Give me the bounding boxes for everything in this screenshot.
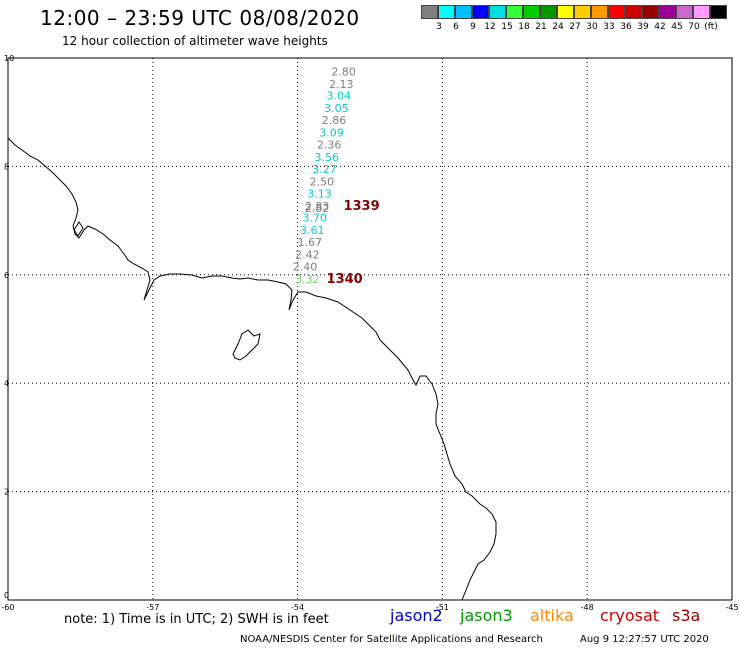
- wave-height-value: 3.61: [300, 224, 325, 237]
- lat-tick-label: 0: [4, 591, 9, 600]
- scale-swatch: [455, 5, 472, 19]
- scale-swatch: [710, 5, 727, 19]
- scale-swatch: [642, 5, 659, 19]
- river-mouth-coastline: [73, 221, 84, 237]
- lat-tick-label: 8: [4, 162, 9, 171]
- credit-text: NOAA/NESDIS Center for Satellite Applica…: [240, 634, 543, 645]
- wave-height-value: 2.83: [305, 200, 330, 213]
- scale-tick-label: 3: [436, 22, 442, 32]
- lat-tick-label: 4: [4, 379, 9, 388]
- lat-tick-label: 6: [4, 271, 9, 280]
- scale-swatch: [574, 5, 591, 19]
- legend-item-cryosat: cryosat: [600, 606, 660, 625]
- legend-item-altika: altika: [530, 606, 574, 625]
- scale-swatch: [489, 5, 506, 19]
- lat-tick-label: 2: [4, 488, 9, 497]
- scale-tick-label: 70: [688, 22, 700, 32]
- wave-height-value: 2.80: [331, 65, 356, 78]
- wave-height-labels: 2.802.133.043.052.863.092.363.563.272.50…: [293, 65, 380, 287]
- lon-tick-label: -45: [725, 603, 738, 612]
- scale-swatch: [693, 5, 710, 19]
- map-axis-ticks: -60 -57 -54 -51 -48 -45 10 8 6 4 2 0: [1, 54, 738, 612]
- map-title: 12:00 – 23:59 UTC 08/08/2020: [40, 6, 360, 30]
- scale-swatch: [472, 5, 489, 19]
- wave-height-value: 1.67: [298, 236, 323, 249]
- scale-swatch: [591, 5, 608, 19]
- scale-tick-label: 6: [453, 22, 459, 32]
- scale-tick-label: 45: [671, 22, 683, 32]
- lat-tick-label: 10: [4, 54, 14, 63]
- scale-swatch: [625, 5, 642, 19]
- wave-height-value: 2.42: [295, 249, 320, 262]
- scale-swatch: [421, 5, 438, 19]
- scale-tick-label: 21: [535, 22, 547, 32]
- wave-height-value: 2.36: [317, 139, 342, 152]
- lon-tick-label: -51: [436, 603, 449, 612]
- scale-swatch: [540, 5, 557, 19]
- scale-swatch: [523, 5, 540, 19]
- scale-tick-label: 33: [603, 22, 615, 32]
- scale-tick-label: 15: [501, 22, 513, 32]
- scale-swatch: [659, 5, 676, 19]
- scale-swatch: [608, 5, 625, 19]
- scale-tick-label: 42: [654, 22, 666, 32]
- scale-swatch: [676, 5, 693, 19]
- wave-height-value: 3.04: [327, 90, 352, 103]
- pass-time-label: 1339: [343, 199, 379, 214]
- legend-item-jason3: jason3: [460, 606, 513, 625]
- scale-tick-label: 39: [637, 22, 649, 32]
- scale-swatch: [557, 5, 574, 19]
- scale-tick-label: (ft): [704, 22, 718, 32]
- map-grid: [8, 58, 732, 600]
- lon-tick-label: -54: [291, 603, 304, 612]
- coastline: [7, 137, 497, 601]
- map-subtitle: 12 hour collection of altimeter wave hei…: [62, 34, 328, 48]
- wave-height-value: 3.70: [302, 212, 327, 225]
- pass-time-label: 1340: [327, 272, 363, 287]
- note-text: note: 1) Time is in UTC; 2) SWH is in fe…: [64, 612, 329, 627]
- wave-height-value: 2.13: [329, 78, 354, 91]
- credit-timestamp: Aug 9 12:27:57 UTC 2020: [580, 634, 709, 645]
- wave-height-value: 2.86: [322, 114, 347, 127]
- scale-tick-label: 9: [470, 22, 476, 32]
- legend-item-s3a: s3a: [672, 606, 701, 625]
- wave-height-value: 2.50: [310, 175, 335, 188]
- wave-height-value: 3.05: [324, 102, 349, 115]
- wave-height-value: 2.82: [305, 202, 330, 215]
- wave-height-value: 3.09: [319, 127, 344, 140]
- scale-tick-label: 24: [552, 22, 564, 32]
- island-coastline: [232, 329, 261, 361]
- scale-swatch: [438, 5, 455, 19]
- lon-tick-label: -48: [581, 603, 594, 612]
- wave-height-color-scale: 3 6 9 12 15 18 21 24 27 30 33 36 39 42 45 70 (ft): [421, 5, 729, 35]
- lon-tick-label: -60: [1, 603, 14, 612]
- legend-item-jason2: jason2: [390, 606, 443, 625]
- scale-tick-label: 36: [620, 22, 632, 32]
- wave-height-value: 3.32: [295, 273, 320, 286]
- scale-swatch: [506, 5, 523, 19]
- wave-height-value: 3.56: [314, 151, 339, 164]
- lon-tick-label: -57: [146, 603, 159, 612]
- wave-height-value: 3.13: [307, 187, 332, 200]
- map-frame: [7, 57, 733, 601]
- wave-height-value: 2.40: [293, 260, 318, 273]
- scale-tick-label: 30: [586, 22, 598, 32]
- scale-tick-label: 27: [569, 22, 581, 32]
- scale-tick-label: 12: [484, 22, 496, 32]
- wave-height-value: 3.27: [312, 163, 337, 176]
- scale-tick-label: 18: [518, 22, 530, 32]
